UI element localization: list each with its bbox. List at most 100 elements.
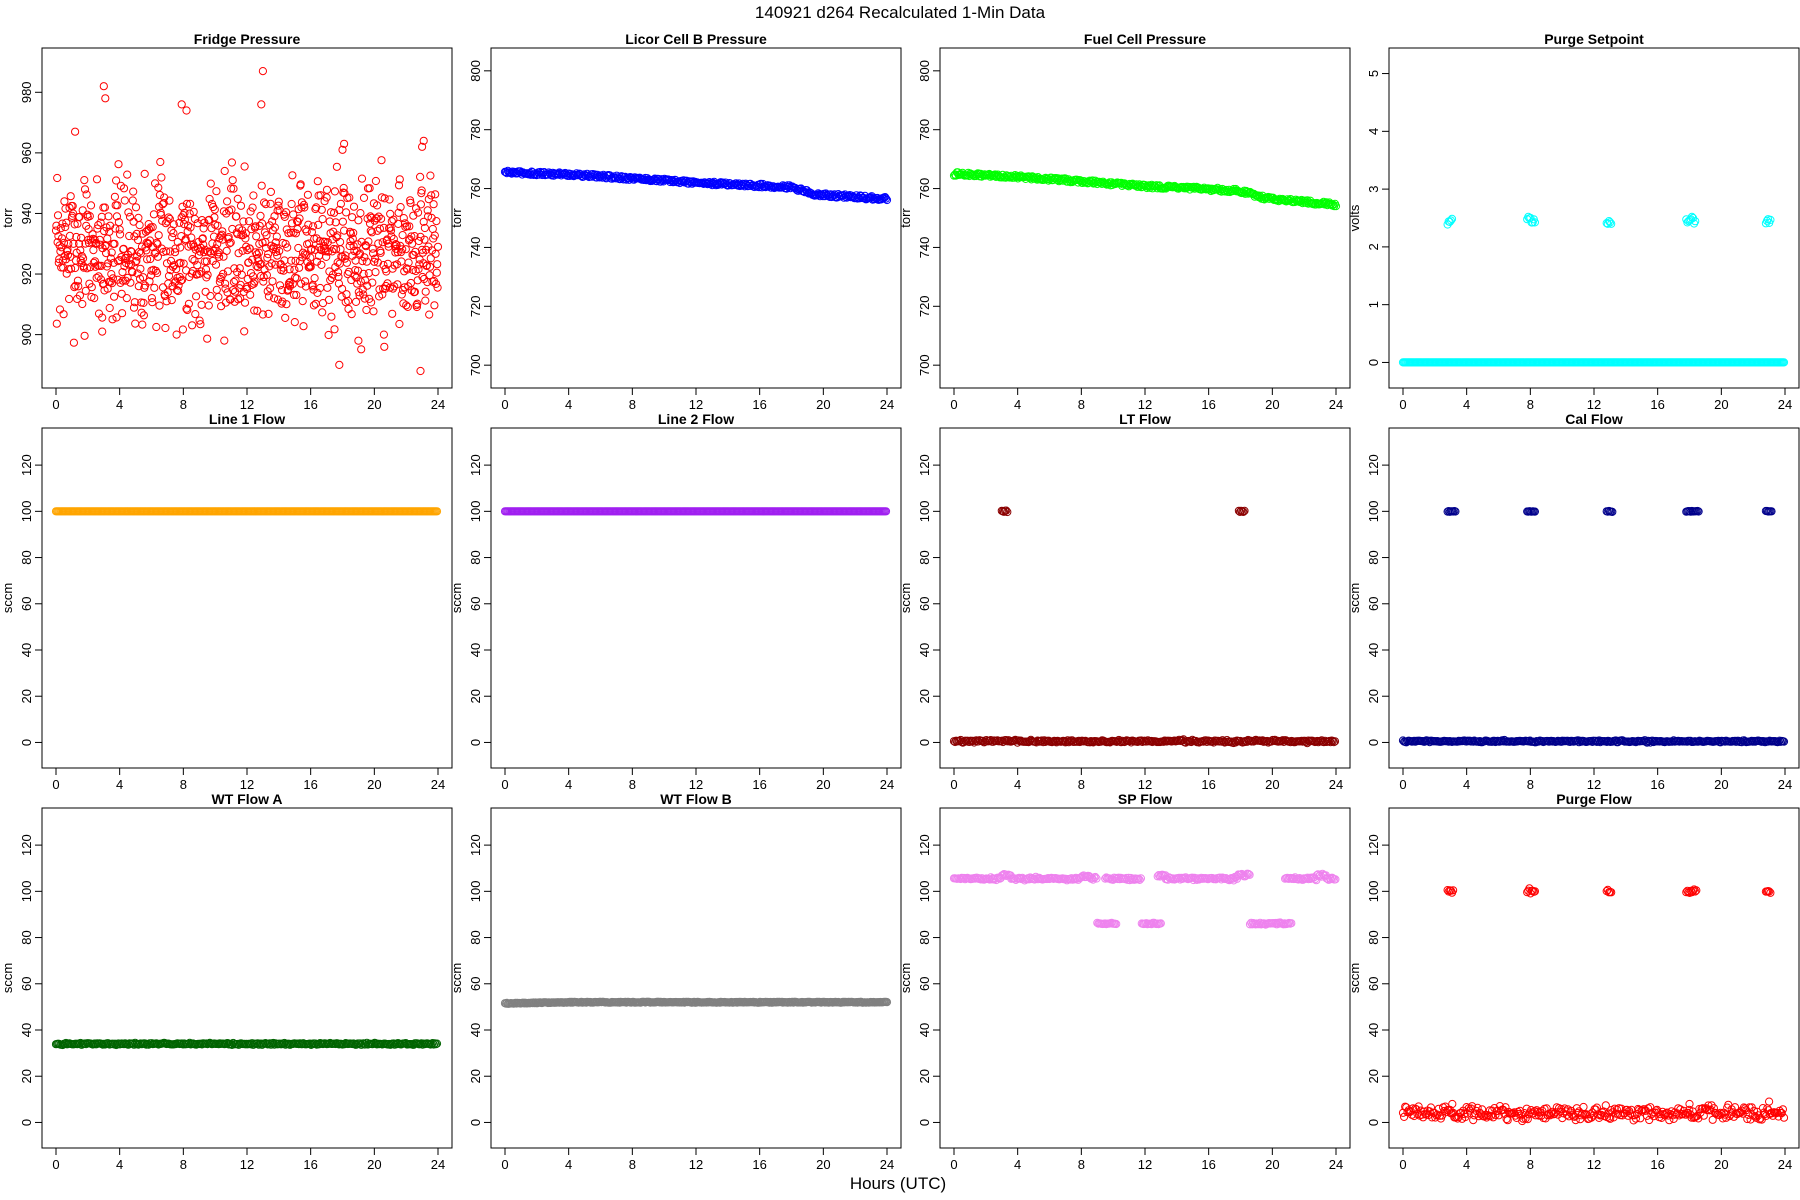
data-point (251, 248, 260, 257)
x-tick-label: 8 (180, 777, 187, 792)
data-point (104, 259, 113, 268)
data-point (131, 319, 140, 328)
data-point (183, 305, 192, 315)
data-point (236, 294, 245, 303)
y-tick-label: 60 (917, 597, 932, 611)
data-point (133, 269, 142, 278)
data-point (145, 277, 154, 286)
data-point (297, 198, 306, 207)
x-axis: 0 4 8 12 16 20 24 (52, 387, 445, 412)
data-point (307, 244, 316, 253)
data-point (426, 254, 435, 263)
y-tick-label: 40 (1366, 643, 1381, 657)
data-point (416, 366, 425, 376)
data-point (273, 251, 282, 260)
data-point (198, 234, 207, 243)
data-point (62, 269, 71, 278)
data-point (205, 194, 214, 204)
data-point (163, 288, 172, 297)
data-point (1074, 736, 1083, 746)
y-tick-label: 100 (468, 500, 483, 522)
data-point (100, 203, 110, 212)
x-tick-label: 12 (240, 1157, 254, 1172)
data-point (184, 242, 193, 251)
data-point (154, 231, 163, 240)
data-point (423, 206, 432, 215)
data-point (288, 171, 297, 180)
data-point (148, 298, 157, 307)
data-point (281, 239, 290, 248)
x-tick-label: 4 (1014, 397, 1021, 412)
data-point (130, 298, 139, 307)
data-point (301, 277, 310, 286)
x-tick-label: 20 (367, 777, 381, 792)
data-point (406, 196, 415, 205)
data-point (248, 255, 257, 264)
data-point (182, 106, 191, 115)
data-point (414, 208, 423, 217)
figure-title: 140921 d264 Recalculated 1-Min Data (755, 3, 1046, 22)
y-tick-label: 40 (468, 643, 483, 657)
data-point (239, 217, 248, 226)
data-point (362, 257, 371, 266)
data-point (195, 247, 205, 256)
data-point (64, 239, 73, 248)
data-point (371, 176, 380, 186)
data-point (328, 270, 338, 279)
data-point (261, 1039, 270, 1048)
data-point (139, 298, 148, 307)
data-point (98, 327, 107, 336)
x-tick-label: 20 (816, 397, 830, 412)
data-point (107, 270, 116, 279)
y-tick-label: 980 (19, 81, 34, 103)
data-point (418, 142, 427, 151)
data-point (324, 295, 334, 304)
x-tick-label: 16 (303, 1157, 317, 1172)
data-point (74, 282, 83, 291)
data-point (252, 232, 261, 241)
data-point (224, 233, 233, 242)
data-point (351, 297, 361, 306)
x-tick-label: 20 (367, 1157, 381, 1172)
data-point (211, 260, 221, 269)
data-point (260, 198, 269, 207)
data-point (410, 287, 419, 296)
x-tick-label: 12 (689, 777, 703, 792)
data-point (258, 219, 267, 228)
data-point (262, 231, 271, 240)
data-point (223, 197, 232, 206)
data-point (215, 277, 224, 286)
data-point (370, 257, 379, 266)
data-point (201, 265, 211, 274)
data-point (431, 249, 440, 258)
data-point (61, 255, 71, 264)
data-point (400, 283, 409, 292)
data-point (147, 294, 156, 303)
y-tick-label: 0 (468, 1119, 483, 1126)
data-point (342, 258, 351, 267)
data-point (132, 229, 141, 238)
data-point (402, 264, 411, 273)
data-point (405, 222, 414, 231)
data-point (118, 309, 127, 318)
x-tick-label: 12 (1587, 777, 1601, 792)
data-point (379, 330, 388, 339)
x-tick-label: 24 (880, 1157, 894, 1172)
data-point (221, 284, 230, 293)
data-point (70, 283, 79, 292)
data-point (126, 278, 135, 287)
data-point (59, 263, 68, 272)
data-point (1779, 358, 1789, 367)
x-axis: 0 4 8 12 16 20 24 (52, 1147, 445, 1172)
data-point (882, 998, 892, 1007)
x-tick-label: 4 (1463, 777, 1470, 792)
data-point (92, 273, 101, 282)
data-point (176, 243, 185, 252)
data-point (226, 238, 235, 247)
data-point (264, 250, 273, 259)
y-tick-label: 800 (917, 60, 932, 82)
